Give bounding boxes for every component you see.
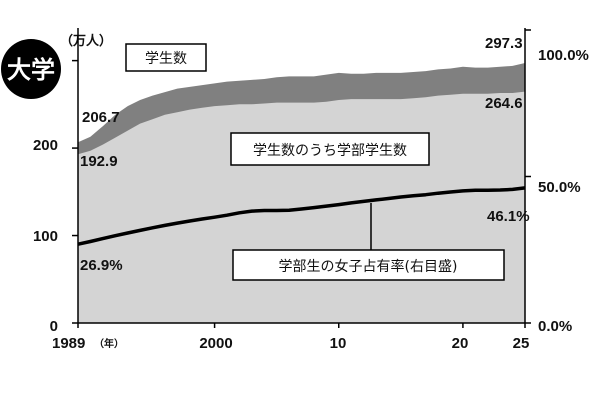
y-right-tick-label: 0.0%	[538, 318, 572, 335]
left-axis-unit: （万人）	[60, 33, 112, 49]
x-tick-label: 25	[513, 335, 530, 352]
x-tick-label: 20	[452, 335, 469, 352]
undergrads-callout-box	[230, 132, 430, 166]
y-right-tick-label: 50.0%	[538, 179, 581, 196]
female-share-end-label: 46.1%	[487, 208, 530, 225]
category-badge	[1, 39, 61, 99]
female-share-callout-label: 学部生の女子占有率(右目盛)	[279, 258, 458, 275]
female-share-line	[77, 186, 526, 246]
students-callout-label: 学生数	[145, 51, 187, 67]
y-right-tick-label: 100.0%	[538, 47, 589, 64]
line-layer	[77, 186, 526, 246]
students-end-label: 297.3	[485, 35, 523, 52]
female-share-start-label: 26.9%	[80, 257, 123, 274]
axes-layer	[72, 28, 531, 328]
y-left-tick-label: 100	[33, 228, 58, 245]
x-axis-unit: （年）	[94, 337, 124, 350]
x-tick-label: 1989	[52, 335, 85, 352]
y-left-tick-label: 0	[50, 318, 58, 335]
category-badge-label: 大学	[7, 56, 55, 84]
students-start-label: 206.7	[82, 109, 120, 126]
y-left-tick-label: 200	[33, 137, 58, 154]
undergrads-start-label: 192.9	[80, 153, 118, 170]
students-callout-box	[125, 43, 207, 72]
undergrads-end-label: 264.6	[485, 95, 523, 112]
undergrads-callout-label: 学生数のうち学部学生数	[253, 143, 407, 159]
female-share-callout-box	[232, 249, 505, 281]
x-tick-label: 2000	[199, 335, 232, 352]
x-tick-label: 10	[330, 335, 347, 352]
